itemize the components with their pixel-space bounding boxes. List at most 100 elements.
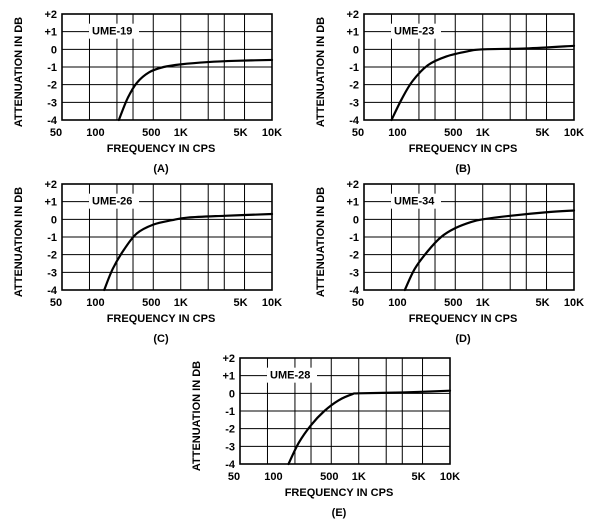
model-label-backing [391, 23, 441, 39]
y-tick-label: -1 [47, 62, 57, 74]
x-axis-label: FREQUENCY IN CPS [409, 313, 518, 325]
y-tick-label: -1 [349, 232, 359, 244]
y-tick-label: +2 [346, 179, 359, 191]
x-tick-label: 50 [50, 297, 62, 309]
y-axis-label: ATTENUATION IN DB [315, 187, 327, 297]
y-tick-label: -4 [47, 115, 58, 127]
y-tick-label: -4 [225, 459, 236, 471]
y-tick-label: 0 [229, 388, 235, 400]
chart-ume-23: +2 +1 0 -1 -2 -3 -450 100 500 1K 5K 10K FREQUENCY IN… [315, 9, 584, 175]
x-tick-label: 5K [535, 127, 549, 139]
model-label-backing [391, 193, 441, 209]
model-label: UME-19 [92, 26, 132, 38]
panel-label: (A) [153, 163, 169, 175]
chart-ume-19: +2 +1 0 -1 -2 -3 -450 100 500 1K 5K 10K FREQUENCY IN… [13, 9, 282, 175]
y-tick-label: 0 [51, 214, 57, 226]
x-tick-label: 10K [564, 127, 584, 139]
panel-label: (E) [332, 507, 347, 519]
y-axis-label: ATTENUATION IN DB [13, 187, 25, 297]
x-tick-label: 10K [440, 471, 460, 483]
x-tick-label: 50 [50, 127, 62, 139]
response-curve [287, 389, 452, 466]
model-label: UME-23 [394, 26, 434, 38]
model-label-backing [89, 193, 139, 209]
x-axis-label: FREQUENCY IN CPS [107, 143, 216, 155]
response-curve [117, 58, 274, 122]
y-tick-label: -2 [47, 80, 57, 92]
x-tick-label: 10K [262, 127, 282, 139]
y-tick-label: -2 [349, 250, 359, 262]
y-tick-label: 0 [353, 44, 359, 56]
y-tick-label: +2 [346, 9, 359, 21]
x-tick-label: 5K [535, 297, 549, 309]
y-tick-label: -1 [225, 406, 235, 418]
y-tick-label: -4 [47, 285, 58, 297]
y-tick-label: -3 [225, 441, 235, 453]
model-label-backing [89, 23, 139, 39]
x-axis-label: FREQUENCY IN CPS [285, 487, 394, 499]
x-tick-label: 5K [233, 297, 247, 309]
y-tick-label: -3 [349, 97, 359, 109]
y-tick-label: -4 [349, 285, 360, 297]
y-tick-label: +1 [346, 27, 359, 39]
x-tick-label: 100 [388, 297, 406, 309]
x-tick-label: 10K [262, 297, 282, 309]
panel-label: (D) [455, 333, 471, 345]
y-tick-label: 0 [353, 214, 359, 226]
x-tick-label: 500 [444, 127, 462, 139]
y-tick-label: +1 [44, 197, 57, 209]
x-tick-label: 100 [264, 471, 282, 483]
y-tick-label: -1 [349, 62, 359, 74]
x-axis-label: FREQUENCY IN CPS [409, 143, 518, 155]
x-tick-label: 500 [444, 297, 462, 309]
panel-label: (C) [153, 333, 169, 345]
y-tick-label: +1 [222, 371, 235, 383]
y-tick-label: +2 [222, 353, 235, 365]
x-tick-label: 50 [228, 471, 240, 483]
x-tick-label: 1K [174, 127, 188, 139]
y-tick-label: 0 [51, 44, 57, 56]
x-tick-label: 500 [142, 297, 160, 309]
x-tick-label: 5K [411, 471, 425, 483]
response-curve [403, 209, 576, 292]
x-tick-label: 100 [86, 127, 104, 139]
x-tick-label: 500 [142, 127, 160, 139]
model-label-backing [267, 367, 317, 383]
y-tick-label: -2 [225, 424, 235, 436]
panel-label: (B) [455, 163, 471, 175]
x-tick-label: 1K [476, 297, 490, 309]
chart-ume-34: +2 +1 0 -1 -2 -3 -450 100 500 1K 5K 10K FREQUENCY IN… [315, 179, 584, 345]
x-tick-label: 500 [320, 471, 338, 483]
x-tick-label: 5K [233, 127, 247, 139]
y-tick-label: +2 [44, 9, 57, 21]
model-label: UME-28 [270, 370, 310, 382]
chart-ume-26: +2 +1 0 -1 -2 -3 -450 100 500 1K 5K 10K FREQUENCY IN… [13, 179, 282, 345]
y-tick-label: -2 [349, 80, 359, 92]
y-axis-label: ATTENUATION IN DB [191, 361, 203, 471]
y-tick-label: +2 [44, 179, 57, 191]
y-tick-label: -1 [47, 232, 57, 244]
response-curve [103, 212, 274, 292]
y-tick-label: -3 [47, 97, 57, 109]
y-tick-label: -4 [349, 115, 360, 127]
x-tick-label: 100 [86, 297, 104, 309]
x-tick-label: 50 [352, 297, 364, 309]
model-label: UME-26 [92, 196, 132, 208]
x-tick-label: 1K [352, 471, 366, 483]
y-tick-label: -2 [47, 250, 57, 262]
x-tick-label: 100 [388, 127, 406, 139]
x-tick-label: 10K [564, 297, 584, 309]
x-tick-label: 1K [174, 297, 188, 309]
response-curve [390, 44, 576, 122]
y-tick-label: -3 [47, 267, 57, 279]
x-tick-label: 50 [352, 127, 364, 139]
y-axis-label: ATTENUATION IN DB [13, 17, 25, 127]
y-tick-label: +1 [44, 27, 57, 39]
y-tick-label: -3 [349, 267, 359, 279]
y-axis-label: ATTENUATION IN DB [315, 17, 327, 127]
chart-ume-28: +2 +1 0 -1 -2 -3 -450 100 500 1K 5K 10K FREQUENCY IN… [191, 353, 460, 519]
x-axis-label: FREQUENCY IN CPS [107, 313, 216, 325]
model-label: UME-34 [394, 196, 435, 208]
x-tick-label: 1K [476, 127, 490, 139]
